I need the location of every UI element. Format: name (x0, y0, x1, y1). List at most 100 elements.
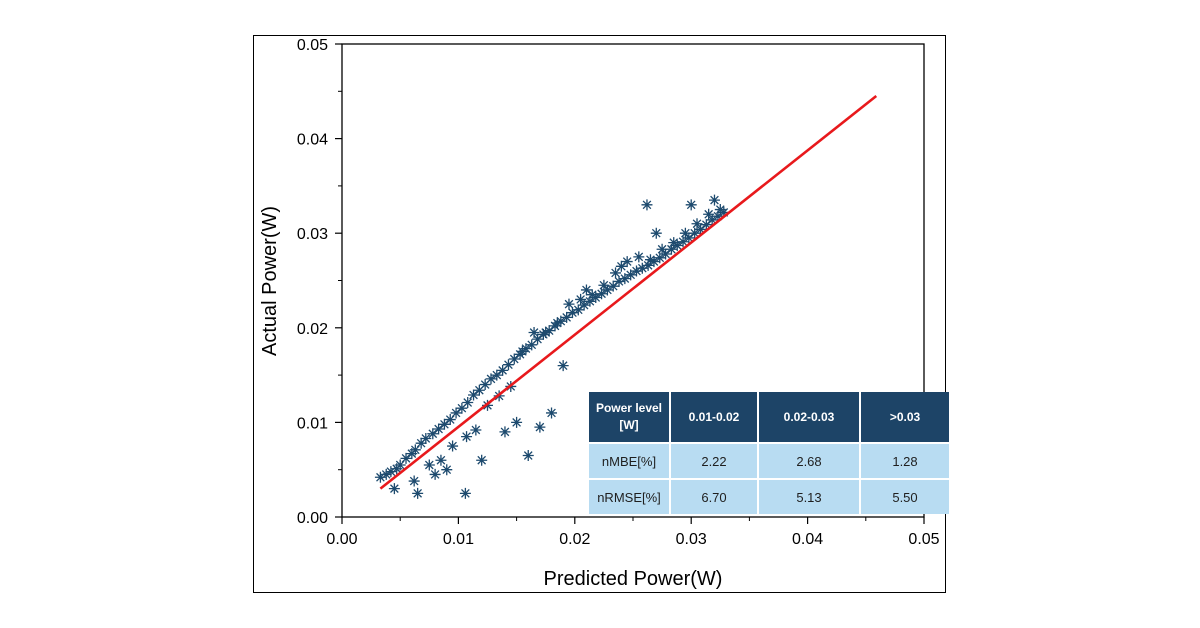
table-cell: 2.68 (758, 442, 861, 479)
data-point (427, 428, 439, 440)
data-point (683, 232, 695, 244)
y-tick-label: 0.02 (297, 321, 328, 338)
data-point (423, 459, 435, 471)
data-point (433, 423, 445, 435)
data-point (691, 218, 703, 230)
header-power-level: Power level [W] (589, 392, 671, 443)
data-point (409, 444, 421, 456)
x-tick-label: 0.01 (443, 531, 474, 548)
data-point (642, 259, 654, 271)
fit-line (379, 95, 878, 490)
data-point (408, 475, 420, 487)
y-tick-label: 0.03 (297, 226, 328, 243)
data-point (708, 194, 720, 206)
data-point (546, 407, 558, 419)
data-point (619, 273, 631, 285)
data-point (479, 379, 491, 391)
table-cell: 5.50 (860, 478, 949, 514)
scatter-markers (374, 194, 730, 499)
y-tick-label: 0.04 (297, 132, 328, 149)
data-point (601, 284, 613, 296)
data-point (450, 407, 462, 419)
data-point (394, 459, 406, 471)
x-tick-label: 0.02 (559, 531, 590, 548)
table-header-row: Power level [W] 0.01-0.02 0.02-0.03 >0.0… (589, 392, 949, 443)
data-point (685, 199, 697, 211)
table-cell: 6.70 (670, 478, 759, 514)
data-point (689, 227, 701, 239)
x-tick-label: 0.04 (792, 531, 823, 548)
header-range-3: >0.03 (860, 392, 949, 443)
data-point (400, 452, 412, 464)
table-row-nrmse: nRMSE[%] 6.70 5.13 5.50 (589, 478, 949, 514)
data-point (607, 280, 619, 292)
y-tick-label: 0.00 (297, 510, 328, 527)
data-point (412, 487, 424, 499)
data-point (551, 317, 563, 329)
data-point (695, 223, 707, 235)
data-point (462, 397, 474, 409)
data-point (656, 243, 668, 255)
data-point (429, 468, 441, 480)
data-point (511, 416, 523, 428)
table-cell: 2.22 (670, 442, 759, 479)
table-row-nmbe: nMBE[%] 2.22 2.68 1.28 (589, 442, 949, 479)
y-axis: 0.00 0.01 0.02 0.03 0.04 0.05 (297, 37, 342, 527)
data-point (499, 426, 511, 438)
chart-frame: 0.00 0.01 0.02 0.03 0.04 0.05 0.00 0.01 0.02 0.0… (253, 35, 946, 593)
data-point (677, 236, 689, 248)
data-point (584, 295, 596, 307)
data-point (388, 483, 400, 495)
y-tick-label: 0.05 (297, 37, 328, 54)
data-point (625, 269, 637, 281)
data-point (630, 265, 642, 277)
data-point (491, 369, 503, 381)
data-point (374, 471, 386, 483)
data-point (706, 214, 718, 226)
data-point (461, 431, 473, 443)
data-point (470, 424, 482, 436)
data-point (502, 359, 514, 371)
y-tick-label: 0.01 (297, 415, 328, 432)
data-point (459, 487, 471, 499)
data-point (447, 440, 459, 452)
data-point (473, 384, 485, 396)
header-range-1: 0.01-0.02 (670, 392, 759, 443)
data-point (540, 327, 552, 339)
data-point (679, 227, 691, 239)
data-point (636, 262, 648, 274)
data-point (714, 204, 726, 216)
y-axis-label: Actual Power(W) (259, 206, 281, 356)
data-point (633, 251, 645, 263)
data-point (586, 289, 598, 301)
table-cell: 1.28 (860, 442, 949, 479)
header-range-2: 0.02-0.03 (758, 392, 861, 443)
data-point (572, 304, 584, 316)
data-point (596, 288, 608, 300)
data-point (712, 210, 724, 222)
data-point (557, 360, 569, 372)
data-point (534, 421, 546, 433)
data-point (485, 373, 497, 385)
data-point (497, 364, 509, 376)
data-point (420, 432, 432, 444)
data-point (456, 402, 468, 414)
table-cell: 5.13 (758, 478, 861, 514)
data-point (641, 199, 653, 211)
data-point (610, 267, 622, 279)
data-point (415, 437, 427, 449)
row-label: nMBE[%] (589, 442, 671, 479)
x-tick-label: 0.05 (908, 531, 939, 548)
data-point (703, 208, 715, 220)
data-point (441, 464, 453, 476)
data-point (532, 333, 544, 345)
data-point (580, 284, 592, 296)
data-point (468, 389, 480, 401)
data-point (444, 414, 456, 426)
data-point (644, 254, 656, 266)
data-point (621, 256, 633, 268)
data-point (522, 450, 534, 462)
data-point (650, 227, 662, 239)
data-point (598, 279, 610, 291)
data-point (555, 315, 567, 327)
